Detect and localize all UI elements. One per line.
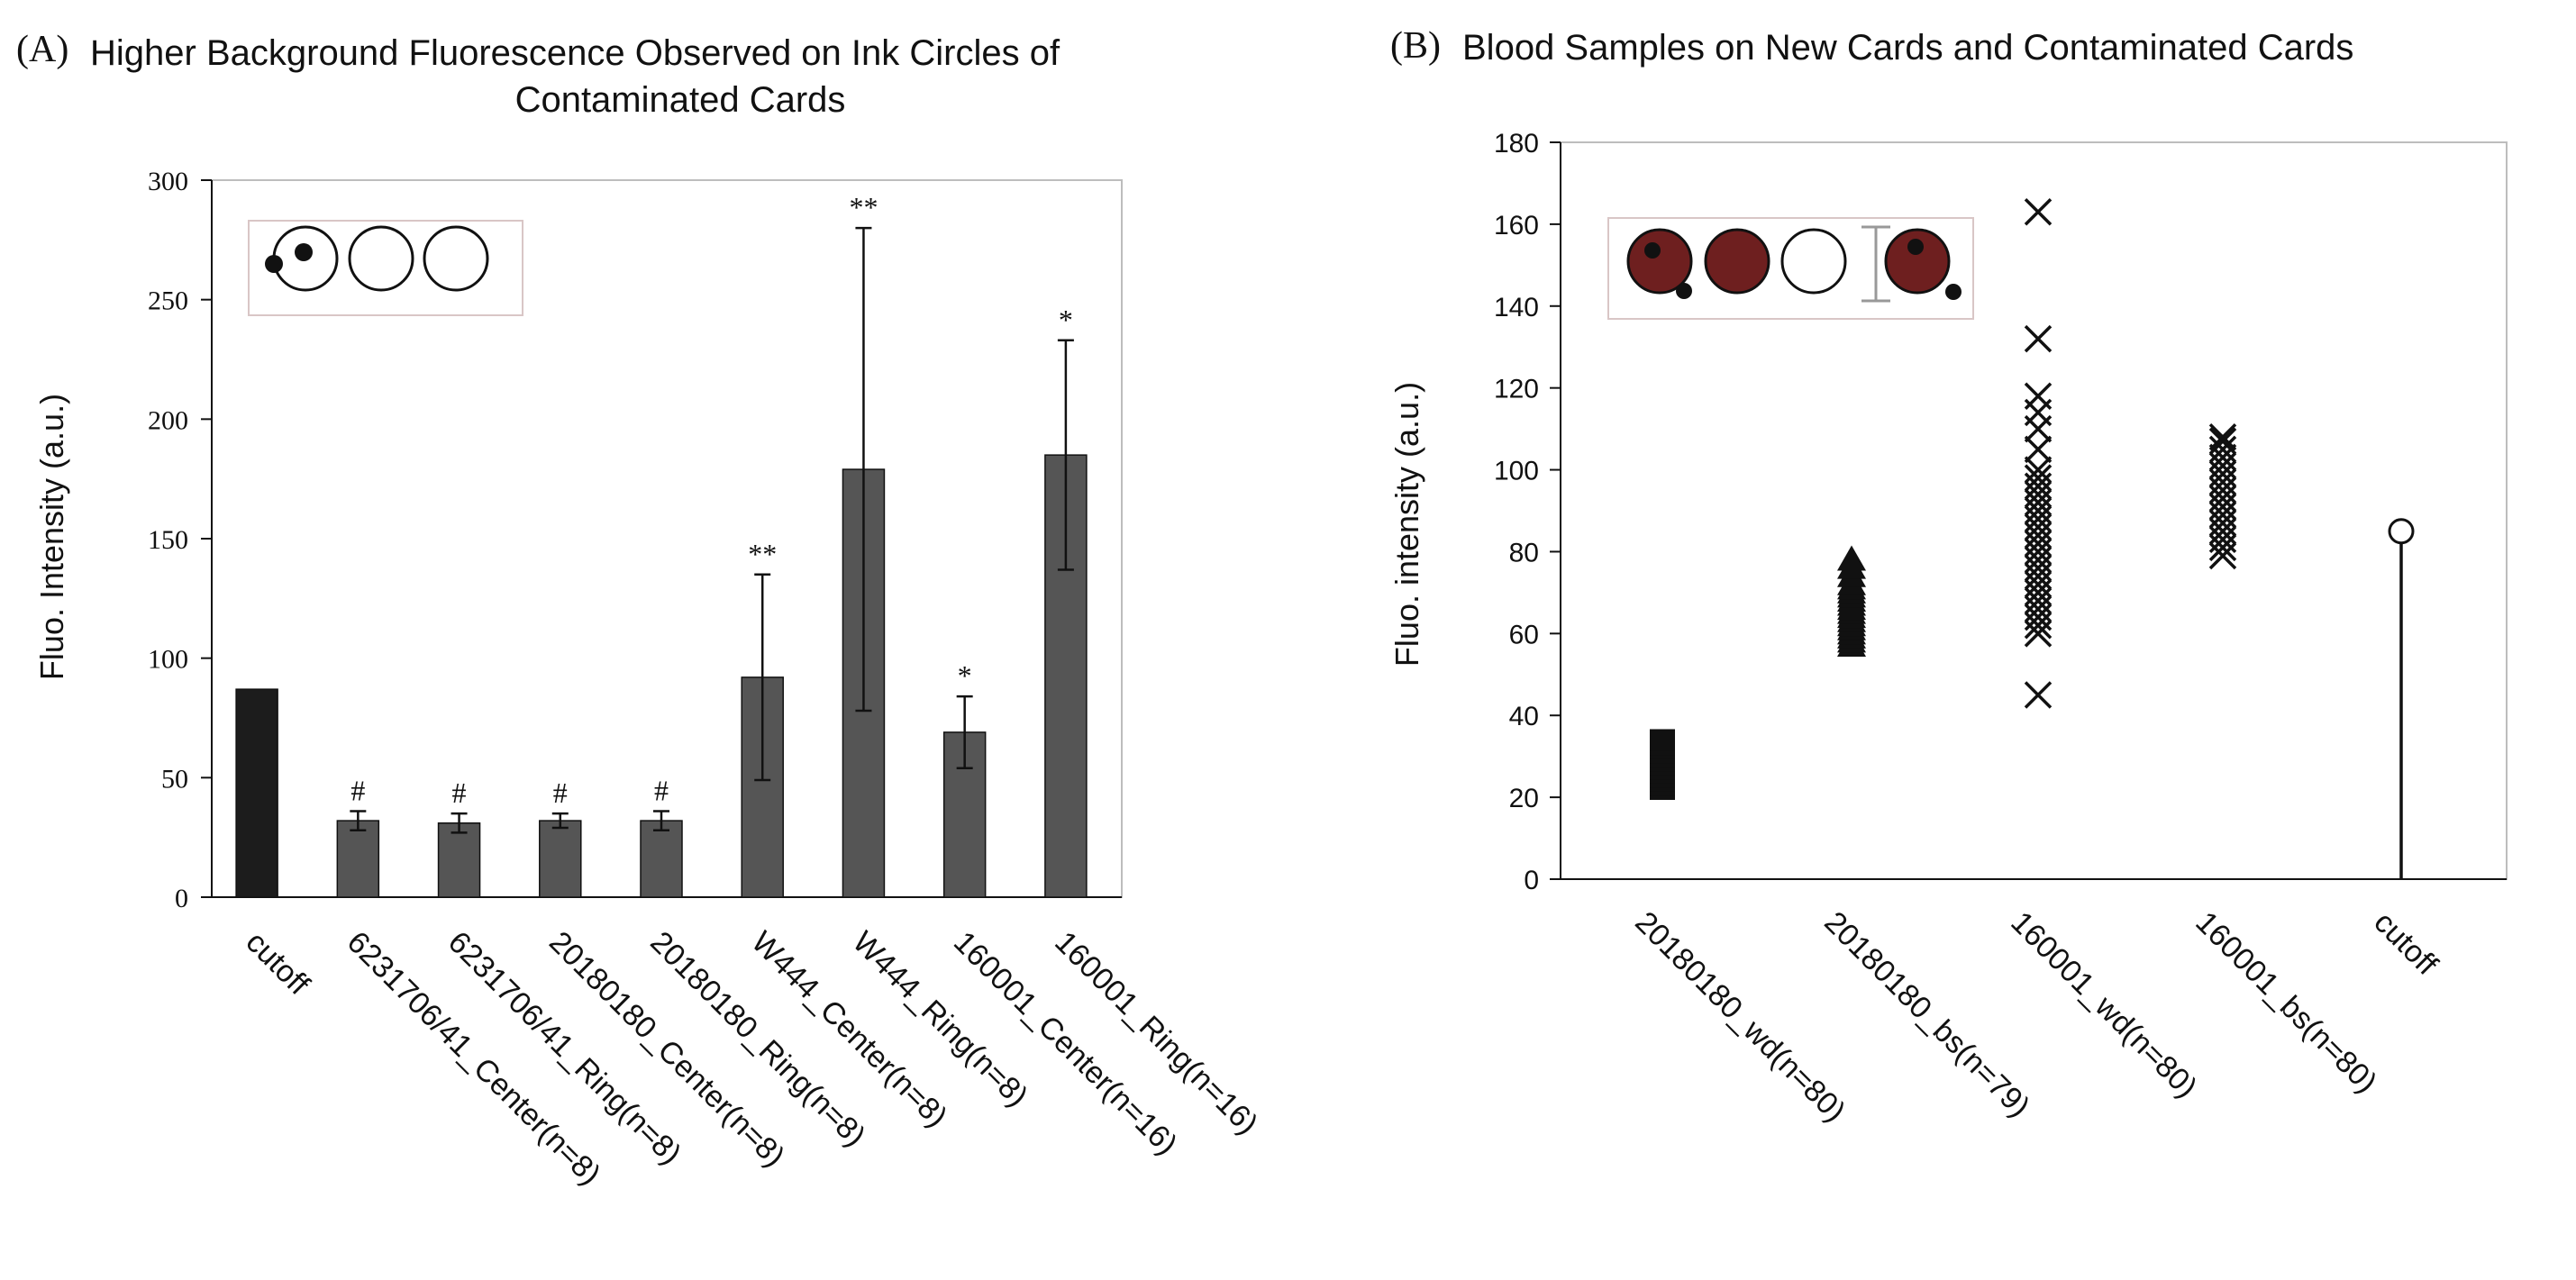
- empty-circle-icon: [423, 225, 489, 292]
- panel-a-y-tick-label: 300: [148, 167, 188, 196]
- panel-b-inset-legend: [1607, 217, 1974, 320]
- panel-a-title-line2: Contaminated Cards: [515, 80, 846, 120]
- panel-b-y-tick-label: 160: [1494, 211, 1539, 241]
- panel-b-x-tick-label: 160001_wd(n=80): [2004, 905, 2203, 1104]
- panel-a-bar: [539, 820, 582, 898]
- panel-b-x-marker: [2024, 198, 2053, 226]
- panel-b-x-tick-label: 20180180_bs(n=79): [1817, 905, 2036, 1124]
- panel-b-y-tick-label: 40: [1509, 702, 1539, 731]
- panel-b-x-marker: [2024, 382, 2053, 410]
- panel-a-x-tick-label: cutoff: [239, 925, 316, 1003]
- panel-b-x-tick-label: 20180180_wd(n=80): [1628, 905, 1852, 1129]
- panel-b-y-tick-label: 180: [1494, 129, 1539, 159]
- panel-b: (B) Blood Samples on New Cards and Conta…: [1388, 25, 2508, 1129]
- panel-a-significance-label: #: [350, 774, 365, 806]
- panel-b-square-marker: [1650, 729, 1675, 751]
- panel-b-y-tick-label: 20: [1509, 784, 1539, 813]
- panel-a-significance-label: #: [654, 774, 669, 806]
- panel-b-x-marker: [2208, 435, 2237, 464]
- panel-a-label: (A): [16, 29, 68, 70]
- panel-b-x-marker: [2024, 681, 2053, 709]
- panel-b-x-marker: [2024, 324, 2053, 353]
- panel-a-y-tick-label: 200: [148, 405, 188, 435]
- panel-a-significance-label: *: [958, 659, 972, 692]
- center-spot-icon: [295, 243, 313, 261]
- panel-b-y-tick-label: 120: [1494, 375, 1539, 404]
- empty-circle-icon: [1780, 228, 1847, 295]
- panel-a-x-tick-label: W444_Ring(n=8): [846, 925, 1034, 1113]
- panel-b-x-marker: [2024, 435, 2053, 464]
- panel-a-x-tick-label: W444_Center(n=8): [745, 925, 954, 1134]
- panel-a-bar: [235, 688, 278, 898]
- panel-b-y-tick-label: 0: [1524, 866, 1539, 895]
- ring-spot-icon: [1945, 284, 1962, 300]
- panel-a-y-ticks: 0 50 100 150 200 250 300: [148, 167, 212, 913]
- panel-b-title: Blood Samples on New Cards and Contamina…: [1462, 28, 2353, 68]
- panel-a-significance-label: #: [452, 776, 467, 809]
- panel-a-bar: [336, 820, 380, 898]
- panel-b-x-marker: [2208, 427, 2237, 455]
- panel-a: (A) Higher Background Fluorescence Obser…: [16, 29, 1264, 1192]
- panel-b-y-tick-label: 60: [1509, 620, 1539, 649]
- panel-b-triangle-marker: [1837, 545, 1866, 571]
- panel-a-significance-label: **: [748, 538, 777, 570]
- panel-b-label: (B): [1390, 25, 1441, 67]
- panel-a-x-labels: cutoff 6231706/41_Center(n=8)6231706/41_R…: [239, 925, 1264, 1192]
- panel-a-y-tick-label: 150: [148, 525, 188, 555]
- panel-b-x-marker: [2024, 464, 2053, 492]
- panel-b-y-tick-label: 100: [1494, 457, 1539, 486]
- panel-b-y-ticks: 0 20 40 60 80 100 120 140 160 180: [1494, 129, 1561, 895]
- ring-spot-icon: [1676, 283, 1692, 299]
- panel-a-bars: # # # #******: [235, 191, 1088, 898]
- panel-b-y-tick-label: 80: [1509, 538, 1539, 567]
- panel-a-significance-label: #: [553, 776, 568, 809]
- panel-b-x-marker: [2208, 422, 2237, 451]
- ring-spot-icon: [265, 255, 283, 273]
- blood-spot-icon: [1704, 228, 1770, 295]
- panel-a-bar: [437, 822, 481, 898]
- panel-b-y-tick-label: 140: [1494, 293, 1539, 322]
- panel-a-bar: [640, 820, 683, 898]
- panel-a-y-axis-label: Fluo. Intensity (a.u.): [33, 394, 70, 680]
- panel-a-significance-label: **: [849, 191, 878, 223]
- blood-spot-icon: [1884, 228, 1951, 295]
- panel-b-cutoff-marker: [2388, 518, 2415, 545]
- panel-a-y-tick-label: 250: [148, 286, 188, 316]
- panel-a-y-tick-label: 50: [161, 764, 188, 794]
- panel-b-x-tick-label: 160001_bs(n=80): [2189, 905, 2383, 1100]
- panel-b-x-tick-label: cutoff: [2367, 905, 2444, 983]
- blood-spot-icon: [1626, 228, 1693, 295]
- center-spot-icon: [1644, 242, 1661, 259]
- panel-a-significance-label: *: [1059, 304, 1073, 336]
- empty-circle-icon: [348, 225, 414, 292]
- panel-a-inset-legend: [248, 220, 523, 316]
- center-spot-icon: [1907, 239, 1924, 255]
- panel-b-x-marker: [2024, 456, 2053, 484]
- panel-b-x-labels: 20180180_wd(n=80)20180180_bs(n=79)160001…: [1628, 905, 2444, 1129]
- panel-b-y-axis-label: Fluo. intensity (a.u.): [1388, 382, 1425, 667]
- panel-a-y-tick-label: 0: [175, 884, 188, 913]
- panel-b-points: [1650, 198, 2415, 879]
- panel-a-y-tick-label: 100: [148, 645, 188, 675]
- panel-a-title-line1: Higher Background Fluorescence Observed …: [90, 33, 1060, 73]
